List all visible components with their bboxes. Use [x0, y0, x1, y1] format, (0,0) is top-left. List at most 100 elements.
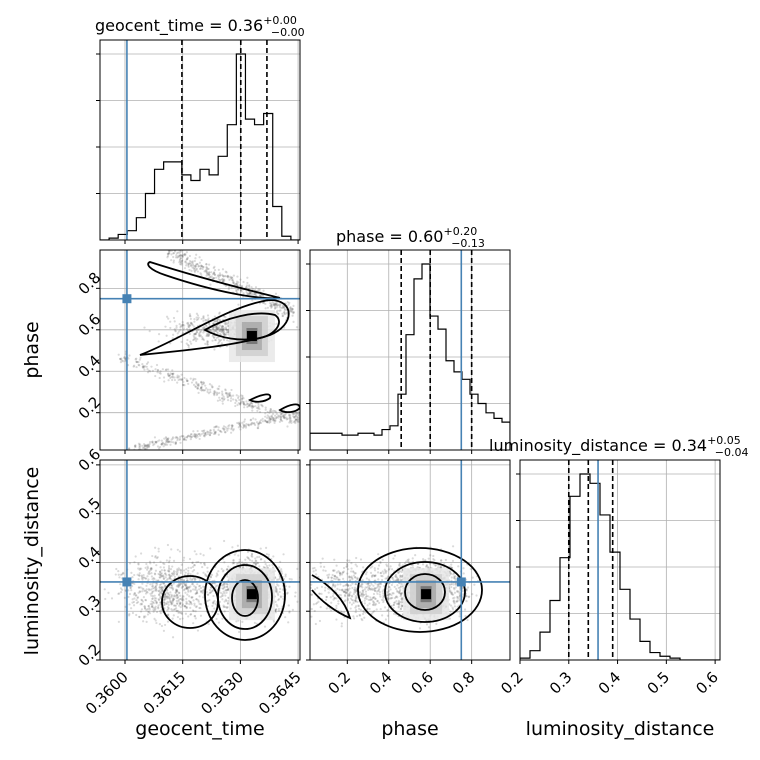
sample-point [169, 245, 171, 247]
sample-point [140, 608, 143, 611]
sample-point [229, 399, 232, 402]
sample-point [224, 392, 228, 395]
sample-point [332, 569, 335, 572]
sample-point [248, 284, 251, 287]
sample-point [185, 597, 188, 600]
sample-point [253, 621, 256, 624]
sample-point [147, 571, 150, 574]
sample-point [196, 583, 199, 586]
sample-point [223, 274, 226, 278]
sample-point [274, 600, 277, 603]
sample-point [156, 369, 159, 372]
sample-point [166, 595, 169, 598]
sample-point [250, 286, 253, 289]
sample-point [190, 596, 193, 599]
sample-point [167, 606, 170, 610]
sample-point [167, 577, 170, 580]
sample-point [176, 602, 179, 605]
sample-point [215, 575, 218, 578]
sample-point [188, 435, 191, 438]
sample-point [279, 416, 283, 419]
sample-point [231, 424, 234, 427]
sample-point [204, 431, 207, 435]
panel-frame [519, 459, 721, 661]
sample-point [372, 601, 375, 604]
sample-point [283, 313, 286, 316]
sample-point [461, 589, 465, 593]
sample-point [330, 601, 333, 604]
sample-point [290, 578, 293, 581]
sample-point [258, 420, 261, 423]
sample-point [207, 334, 210, 337]
sample-point [277, 304, 281, 307]
sample-point [190, 433, 193, 436]
sample-point [213, 336, 216, 339]
sample-point [214, 327, 218, 330]
sample-point [330, 609, 333, 612]
sample-point [167, 379, 170, 382]
sample-point [187, 572, 190, 575]
sample-point [159, 583, 163, 586]
sample-point [110, 597, 114, 600]
sample-point [266, 410, 269, 414]
sample-point [191, 260, 194, 263]
sample-point [195, 553, 198, 556]
sample-point [272, 566, 275, 569]
sample-point [146, 613, 150, 616]
sample-point [158, 593, 161, 596]
sample-point [166, 614, 170, 617]
sample-point [350, 562, 353, 565]
sample-point [257, 407, 260, 410]
sample-point [200, 433, 203, 436]
sample-point [208, 271, 211, 274]
sample-point [261, 420, 265, 423]
sample-point [196, 629, 200, 632]
x-tick-label: 0.5 [644, 668, 674, 698]
sample-point [164, 443, 167, 447]
sample-point [289, 416, 292, 419]
sample-point [387, 593, 390, 596]
sample-point [167, 440, 170, 443]
sample-point [222, 326, 225, 329]
sample-point [157, 332, 161, 336]
sample-point [292, 311, 295, 314]
sample-point [193, 264, 197, 268]
sample-point [168, 597, 172, 600]
sample-point [179, 606, 182, 609]
x-tick-label: 0.3615 [140, 668, 190, 718]
sample-point [186, 602, 189, 605]
sample-point [342, 584, 345, 588]
sample-point [226, 331, 229, 334]
sample-point [182, 434, 185, 438]
sample-point [141, 578, 144, 581]
sample-point [177, 591, 181, 594]
sample-point [170, 438, 173, 441]
sample-point [221, 583, 225, 586]
sample-point [324, 569, 327, 572]
sample-point [224, 284, 228, 287]
sample-point [230, 276, 233, 279]
sample-point [157, 547, 160, 550]
sample-point [128, 447, 131, 450]
sample-point [269, 415, 273, 418]
sample-point [224, 426, 227, 429]
sample-point [220, 327, 223, 330]
sample-point [189, 590, 192, 593]
sample-point [222, 280, 225, 283]
sample-point [202, 316, 205, 319]
sample-point [178, 437, 182, 440]
sample-point [148, 572, 151, 575]
sample-point [375, 608, 378, 611]
sample-point [207, 333, 211, 336]
sample-point [221, 397, 224, 400]
sample-point [189, 262, 192, 265]
sample-point [167, 564, 171, 568]
sample-point [226, 583, 229, 586]
sample-point [142, 573, 145, 577]
sample-point [202, 431, 205, 435]
sample-point [130, 571, 133, 574]
sample-point [292, 420, 295, 424]
sample-point [148, 440, 152, 444]
sample-point [368, 584, 371, 587]
sample-point [151, 597, 154, 600]
